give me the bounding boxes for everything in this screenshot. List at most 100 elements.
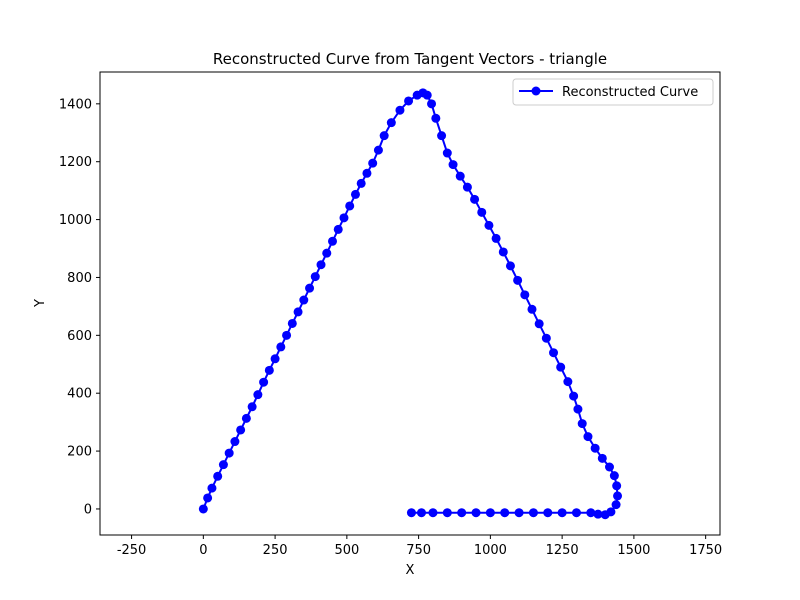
legend-box [512, 78, 714, 106]
data-point [350, 189, 360, 199]
data-point [207, 483, 217, 493]
data-point [597, 453, 607, 463]
data-point [613, 491, 623, 501]
x-tick-label: 1000 [474, 543, 507, 558]
x-tick-label: 1750 [689, 543, 722, 558]
data-point [462, 182, 472, 192]
data-point [534, 319, 544, 329]
data-point [543, 508, 553, 518]
data-point [609, 471, 619, 481]
data-point [362, 168, 372, 178]
series-layer [198, 88, 623, 520]
chart-title: Reconstructed Curve from Tangent Vectors… [213, 50, 607, 68]
data-point [236, 425, 246, 435]
data-point [406, 508, 416, 518]
x-tick-label: 750 [406, 543, 431, 558]
data-point [470, 194, 480, 204]
data-point [373, 145, 383, 155]
data-point [224, 448, 234, 458]
data-point [471, 508, 481, 518]
data-point [333, 224, 343, 234]
data-point [541, 333, 551, 343]
data-point [379, 131, 389, 141]
x-axis-title: X [406, 563, 415, 578]
data-point [322, 248, 332, 258]
data-point [484, 220, 494, 230]
x-axis: -250 0 250 500 750 1000 1250 1500 1750 [117, 535, 722, 558]
data-point [213, 471, 223, 481]
data-point [293, 307, 303, 317]
data-point [557, 508, 567, 518]
data-point [442, 148, 452, 158]
data-point [305, 283, 315, 293]
data-point [230, 437, 240, 447]
data-point [422, 90, 432, 100]
data-point [514, 508, 524, 518]
legend-marker-sample [531, 86, 541, 96]
data-point [448, 160, 458, 170]
y-tick-label: 600 [67, 329, 92, 344]
data-point [428, 508, 438, 518]
plot-area [100, 72, 720, 535]
data-point [241, 413, 251, 423]
y-tick-label: 800 [67, 271, 92, 286]
x-tick-label: 1250 [546, 543, 579, 558]
data-point [395, 105, 405, 115]
data-point [368, 158, 378, 168]
y-tick-label: 1400 [59, 97, 92, 112]
y-tick-label: 200 [67, 445, 92, 460]
y-tick-label: 400 [67, 387, 92, 402]
data-point [386, 118, 396, 128]
data-point [431, 113, 441, 123]
legend-label: Reconstructed Curve [562, 85, 698, 100]
data-point [590, 443, 600, 453]
data-point [339, 213, 349, 223]
data-point [416, 508, 426, 518]
data-point [600, 510, 610, 520]
data-point [299, 295, 309, 305]
data-point [527, 304, 537, 314]
data-point [586, 508, 596, 518]
plot-frame [99, 71, 721, 536]
data-point [500, 508, 510, 518]
data-point [259, 377, 269, 387]
data-point [218, 460, 228, 470]
data-point [593, 509, 603, 519]
data-point [491, 233, 501, 243]
x-tick-label: 1500 [617, 543, 650, 558]
x-tick-label: 500 [334, 543, 359, 558]
y-axis: 0 200 400 600 800 1000 1200 1400 [59, 97, 100, 517]
data-point [427, 99, 437, 109]
data-point [604, 462, 614, 472]
data-point [611, 500, 621, 510]
data-point [520, 290, 530, 300]
data-point [253, 390, 263, 400]
data-point [316, 260, 326, 270]
data-point [583, 432, 593, 442]
data-point [457, 508, 467, 518]
data-point [328, 236, 337, 246]
data-point [276, 342, 286, 352]
data-point [498, 247, 508, 257]
data-point [556, 362, 566, 372]
data-point [485, 508, 495, 518]
data-point [573, 404, 583, 414]
data-point [247, 402, 257, 412]
y-tick-label: 1000 [59, 213, 92, 228]
data-point [345, 201, 355, 211]
y-tick-label: 1200 [59, 155, 92, 170]
legend: Reconstructed Curve [512, 78, 714, 106]
data-point [577, 419, 587, 429]
data-point [505, 261, 515, 271]
data-point [477, 207, 487, 217]
y-tick-label: 0 [84, 502, 92, 517]
x-tick-label: 0 [199, 543, 207, 558]
data-point [282, 330, 292, 340]
data-point [571, 508, 581, 518]
data-point [528, 508, 538, 518]
data-point [404, 96, 414, 106]
x-tick-label: -250 [117, 543, 147, 558]
data-point [563, 377, 573, 387]
data-point [569, 391, 579, 401]
